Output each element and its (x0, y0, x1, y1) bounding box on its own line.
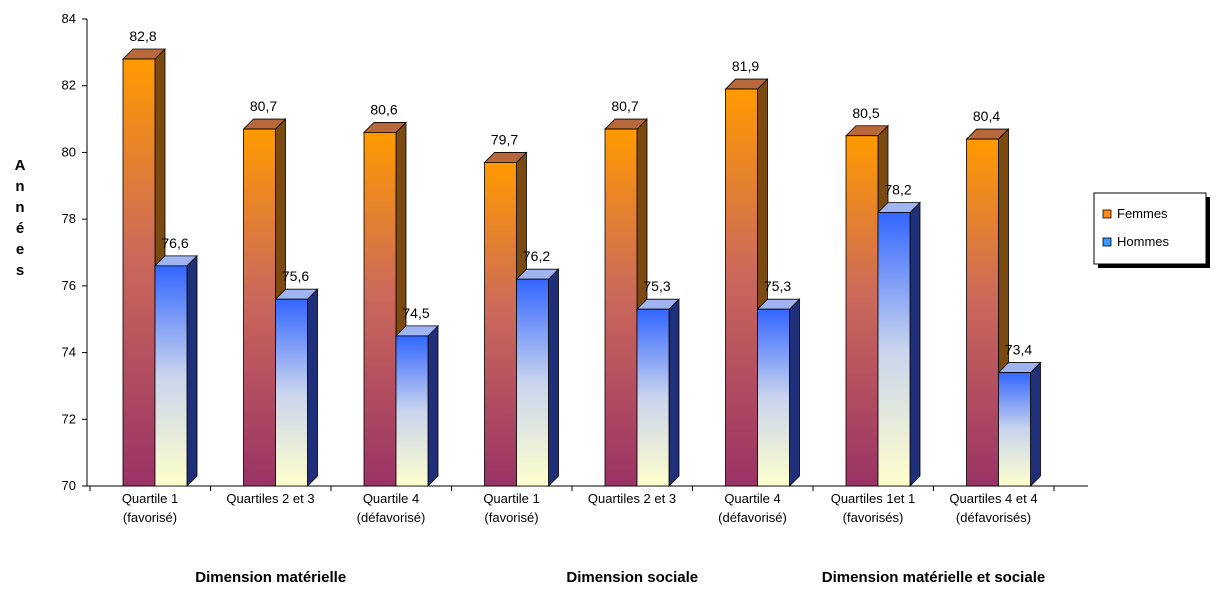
bar-hommes-front (878, 212, 910, 486)
bar-femmes-front (485, 162, 517, 486)
x-tick-label: Quartile 1 (122, 491, 178, 506)
bar-hommes (878, 202, 920, 486)
bar-hommes-front (999, 373, 1031, 486)
bar-hommes-front (155, 266, 187, 486)
bar-hommes-front (396, 336, 428, 486)
bar-hommes-side (910, 202, 920, 486)
legend-label-femmes: Femmes (1117, 206, 1168, 221)
y-axis-label-letter: A (15, 157, 26, 174)
bars (123, 49, 1041, 486)
legend-box (1094, 193, 1206, 264)
value-label-femmes: 79,7 (491, 131, 518, 147)
x-tick-label: (défavorisés) (956, 510, 1031, 525)
y-tick-label: 84 (62, 11, 76, 26)
y-tick-label: 80 (62, 144, 76, 159)
y-tick-label: 72 (62, 411, 76, 426)
bar-hommes (155, 256, 197, 486)
legend-swatch-hommes (1103, 238, 1111, 246)
x-tick-label: (favorisé) (484, 510, 538, 525)
group-label: Dimension sociale (566, 569, 698, 586)
value-label-hommes: 78,2 (884, 181, 911, 197)
bar-hommes-front (637, 309, 669, 486)
bar-hommes-side (1031, 363, 1041, 486)
value-label-hommes: 76,6 (161, 235, 188, 251)
bar-femmes-front (967, 139, 999, 486)
bar-hommes-side (669, 299, 679, 486)
value-label-femmes: 80,6 (370, 101, 397, 117)
value-label-hommes: 74,5 (402, 305, 429, 321)
bar-hommes-front (276, 299, 308, 486)
y-axis-label-letter: n (15, 199, 24, 216)
group-label: Dimension matérielle et sociale (822, 569, 1045, 586)
x-tick-label: Quartiles 1et 1 (831, 491, 916, 506)
bar-femmes-front (605, 129, 637, 486)
group-label: Dimension matérielle (195, 569, 346, 586)
value-label-femmes: 82,8 (129, 28, 156, 44)
x-axis-tick-labels: Quartile 1 (favorisé) Quartiles 2 et 3 Quar… (122, 491, 1038, 525)
bar-hommes-side (549, 269, 559, 486)
bar-hommes (276, 289, 318, 486)
bar-hommes (396, 326, 438, 486)
y-tick-label: 74 (62, 345, 76, 360)
bar-hommes-side (187, 256, 197, 486)
bar-hommes-side (790, 299, 800, 486)
y-tick-label: 76 (62, 278, 76, 293)
value-label-femmes: 80,4 (973, 108, 1000, 124)
group-labels: Dimension matérielle Dimension sociale Dim… (195, 569, 1045, 586)
x-tick-label: Quartile 1 (483, 491, 539, 506)
bar-hommes-front (517, 279, 549, 486)
x-tick-label: Quartile 4 (363, 491, 419, 506)
x-tick-label: Quartiles 4 et 4 (949, 491, 1037, 506)
bar-hommes-side (428, 326, 438, 486)
bar-hommes-front (758, 309, 790, 486)
y-axis-label-letter: s (16, 262, 24, 279)
y-axis-ticks: 70 72 74 76 78 80 82 84 (62, 11, 87, 493)
x-tick-label: (défavorisé) (718, 510, 787, 525)
value-label-femmes: 80,7 (611, 98, 638, 114)
x-tick-label: (favorisés) (843, 510, 904, 525)
bar-hommes (758, 299, 800, 486)
bar-femmes-front (123, 59, 155, 486)
value-label-hommes: 73,4 (1005, 342, 1032, 358)
value-label-hommes: 76,2 (523, 248, 550, 264)
bar-hommes (637, 299, 679, 486)
bar-femmes-front (364, 132, 396, 486)
bar-hommes (999, 363, 1041, 486)
value-label-hommes: 75,6 (282, 268, 309, 284)
value-label-hommes: 75,3 (643, 278, 670, 294)
bar-hommes (517, 269, 559, 486)
value-label-hommes: 75,3 (764, 278, 791, 294)
x-tick-label: Quartiles 2 et 3 (226, 491, 314, 506)
bar-femmes-front (244, 129, 276, 486)
bar-femmes-front (846, 136, 878, 486)
bar-femmes-front (726, 89, 758, 486)
bar-hommes-side (308, 289, 318, 486)
y-tick-label: 70 (62, 478, 76, 493)
legend-label-hommes: Hommes (1117, 234, 1170, 249)
y-tick-label: 78 (62, 211, 76, 226)
legend-swatch-femmes (1103, 210, 1111, 218)
value-label-femmes: 81,9 (732, 58, 759, 74)
y-axis-label-letter: é (16, 220, 24, 237)
y-axis-label-letter: n (15, 178, 24, 195)
value-label-femmes: 80,5 (852, 105, 879, 121)
y-axis-label-letter: e (16, 241, 24, 258)
y-tick-label: 82 (62, 78, 76, 93)
x-tick-label: (favorisé) (123, 510, 177, 525)
x-tick-label: Quartile 4 (724, 491, 780, 506)
legend: Femmes Hommes (1094, 193, 1210, 268)
x-tick-label: (défavorisé) (357, 510, 426, 525)
x-tick-label: Quartiles 2 et 3 (588, 491, 676, 506)
value-label-femmes: 80,7 (250, 98, 277, 114)
